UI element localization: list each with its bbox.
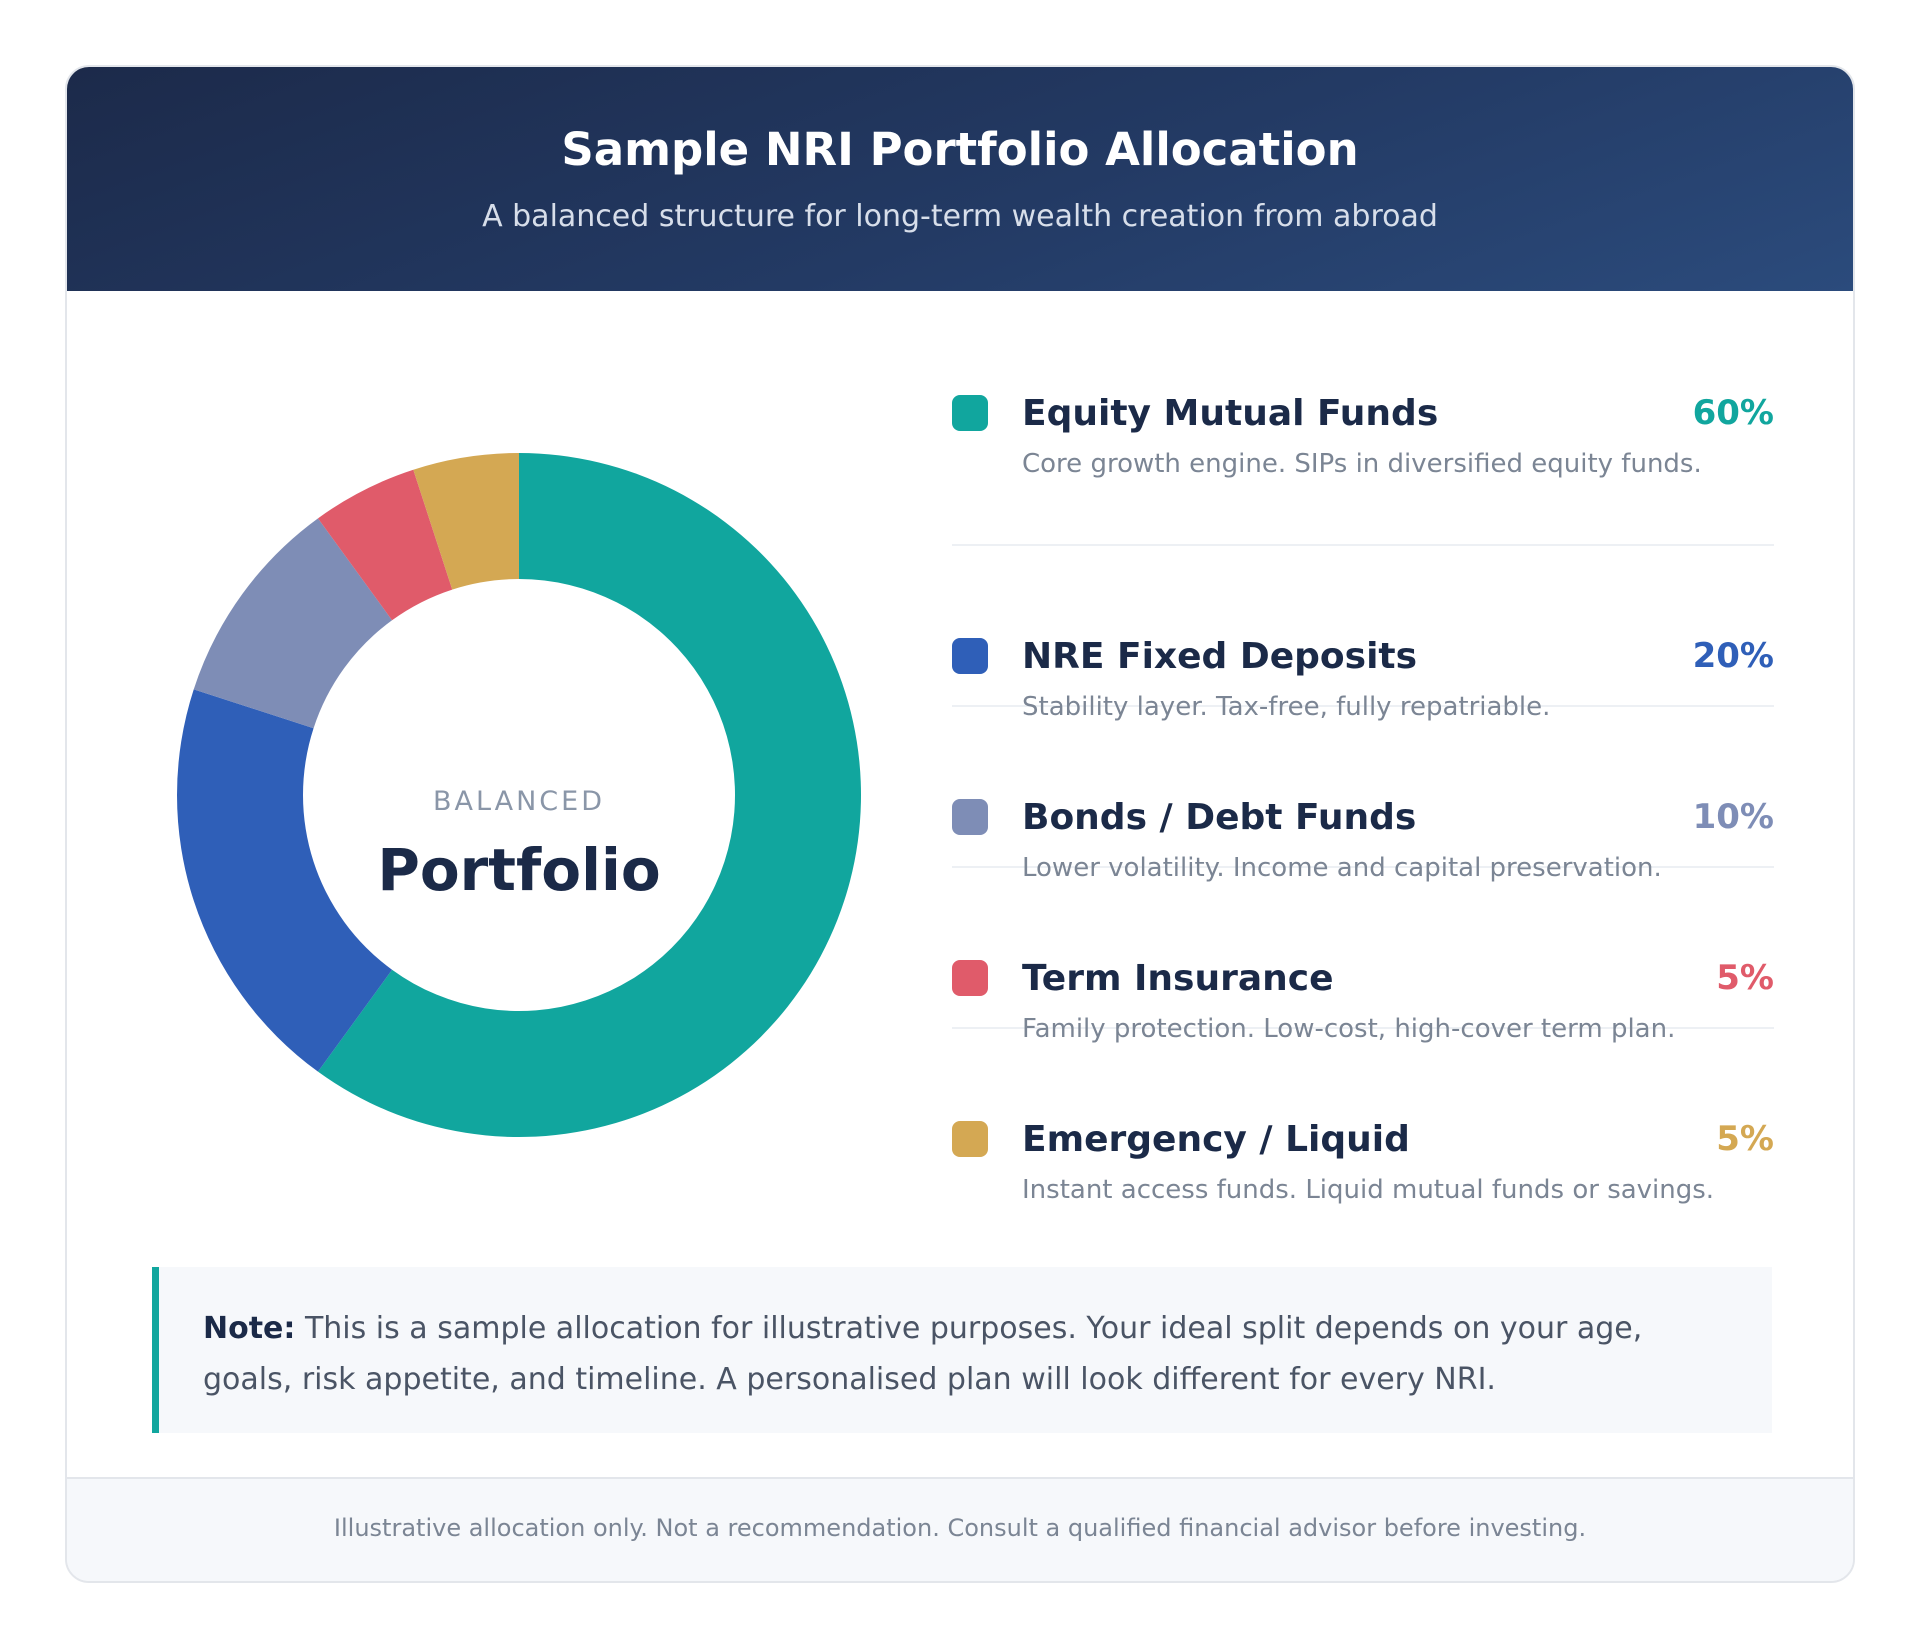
legend-item-bonds: Bonds / Debt Funds 10% Lower volatility.… <box>952 707 1774 881</box>
legend-item-equity: Equity Mutual Funds 60% Core growth engi… <box>952 385 1774 546</box>
page-subtitle: A balanced structure for long-term wealt… <box>482 199 1438 234</box>
swatch-icon <box>952 799 988 835</box>
note-text: This is a sample allocation for illustra… <box>203 1311 1643 1397</box>
donut-slice-nre-fd <box>177 689 393 1072</box>
legend-item-emergency: Emergency / Liquid 5% Instant access fun… <box>952 1029 1774 1203</box>
swatch-icon <box>952 395 988 431</box>
legend-item-description: Instant access funds. Liquid mutual fund… <box>1022 1175 1715 1205</box>
legend-item-percent: 5% <box>1716 1119 1774 1159</box>
donut-chart: BALANCED Portfolio <box>155 431 883 1159</box>
legend-item-name: Emergency / Liquid <box>1022 1119 1410 1160</box>
card-header: Sample NRI Portfolio Allocation A balanc… <box>67 67 1853 291</box>
chart-center-title: Portfolio <box>377 836 661 904</box>
legend-item-description: Core growth engine. SIPs in diversified … <box>1022 449 1702 479</box>
legend-item-name: Bonds / Debt Funds <box>1022 797 1417 838</box>
legend-item-percent: 20% <box>1692 636 1774 676</box>
legend-item-description: Family protection. Low-cost, high-cover … <box>1022 1014 1676 1044</box>
swatch-icon <box>952 960 988 996</box>
legend-item-description: Lower volatility. Income and capital pre… <box>1022 853 1662 883</box>
swatch-icon <box>952 1121 988 1157</box>
note-box: Note: This is a sample allocation for il… <box>152 1267 1772 1433</box>
legend-item-name: Term Insurance <box>1022 958 1334 999</box>
legend-item-nre-fd: NRE Fixed Deposits 20% Stability layer. … <box>952 546 1774 720</box>
page-title: Sample NRI Portfolio Allocation <box>561 123 1359 176</box>
swatch-icon <box>952 638 988 674</box>
disclaimer-footer: Illustrative allocation only. Not a reco… <box>67 1477 1853 1581</box>
legend-item-percent: 10% <box>1692 797 1774 837</box>
legend-item-name: Equity Mutual Funds <box>1022 393 1439 434</box>
chart-center-label: BALANCED <box>432 786 606 817</box>
donut-slice-equity <box>317 453 862 1137</box>
legend-item-term-insurance: Term Insurance 5% Family protection. Low… <box>952 868 1774 1042</box>
donut-slice-bonds <box>193 518 393 729</box>
legend-item-description: Stability layer. Tax-free, fully repatri… <box>1022 692 1551 722</box>
donut-chart-svg <box>177 453 862 1137</box>
legend-item-name: NRE Fixed Deposits <box>1022 636 1418 677</box>
allocation-card: Sample NRI Portfolio Allocation A balanc… <box>65 65 1855 1583</box>
note-label: Note: <box>203 1311 296 1346</box>
donut-slice-emergency <box>413 453 519 590</box>
legend-item-percent: 60% <box>1692 393 1774 433</box>
donut-slice-term-insurance <box>317 469 453 621</box>
legend-item-percent: 5% <box>1716 958 1774 998</box>
allocation-legend: Equity Mutual Funds 60% Core growth engi… <box>952 385 1774 1203</box>
